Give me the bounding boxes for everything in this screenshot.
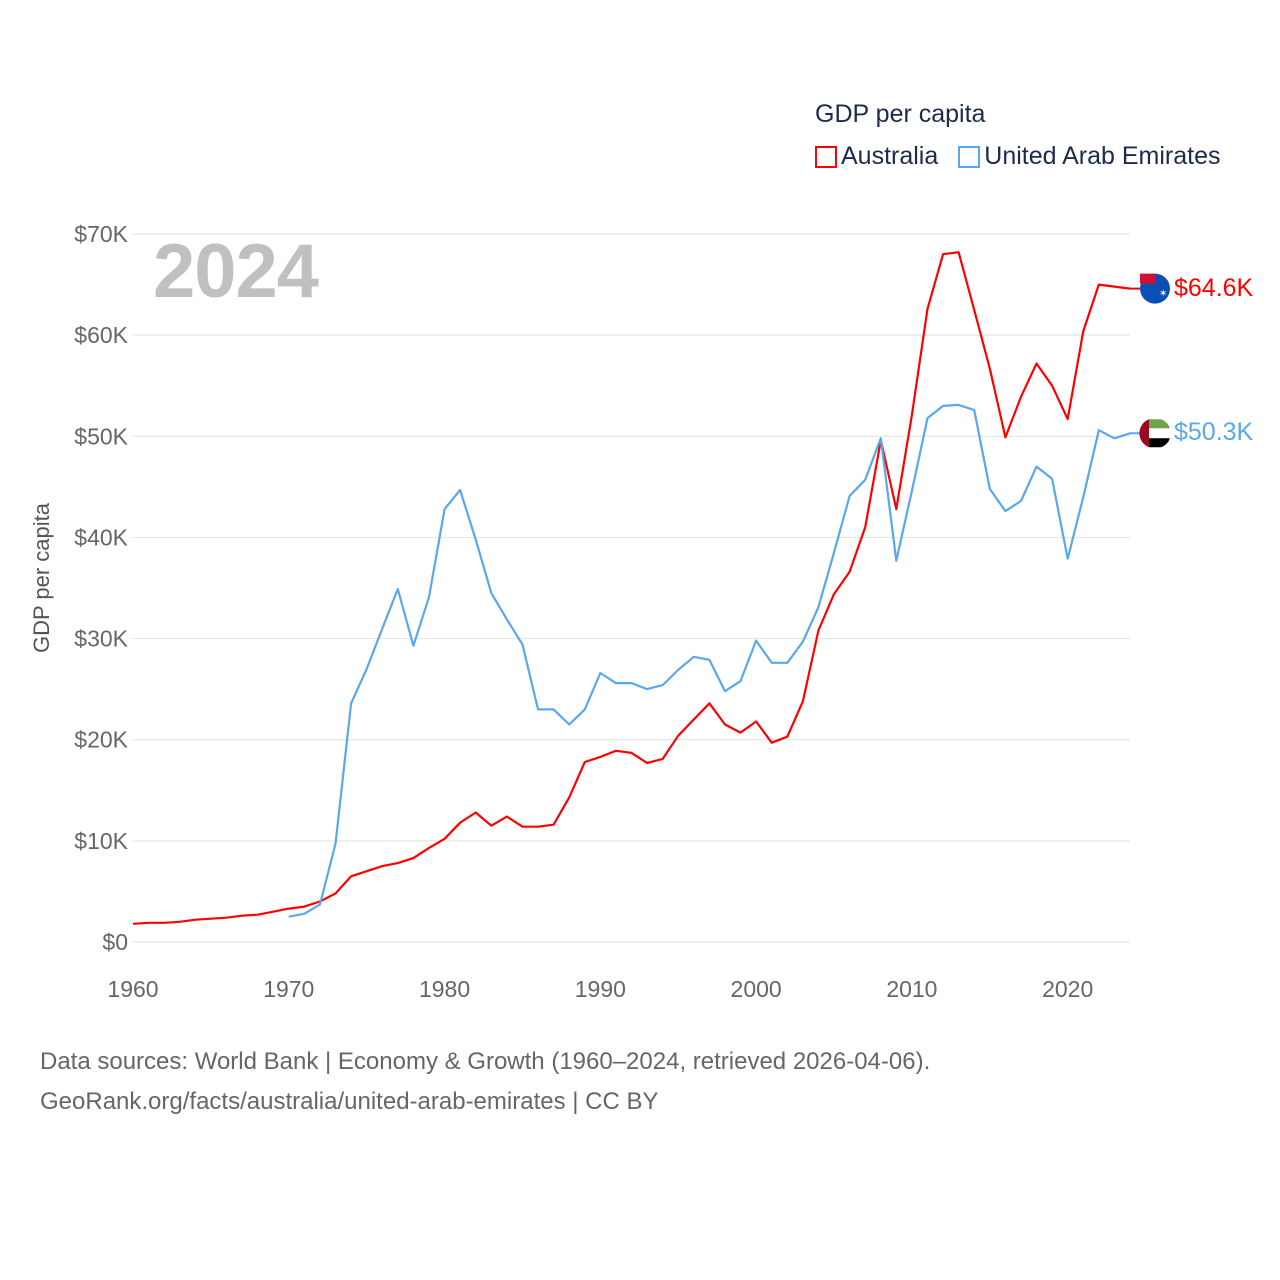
y-tick-label: $70K bbox=[74, 221, 128, 247]
year-label: 2024 bbox=[153, 229, 319, 314]
flag-stars: ✶ bbox=[1159, 289, 1167, 300]
footer-sources: Data sources: World Bank | Economy & Gro… bbox=[40, 1048, 931, 1075]
legend-item-uae[interactable]: United Arab Emirates bbox=[958, 142, 1220, 171]
y-tick-label: $0 bbox=[102, 929, 128, 955]
end-label-australia: $64.6K bbox=[1174, 273, 1254, 302]
x-tick-label: 1980 bbox=[419, 976, 470, 1002]
x-tick-label: 2010 bbox=[886, 976, 937, 1002]
y-tick-label: $40K bbox=[74, 524, 128, 550]
legend-label-uae: United Arab Emirates bbox=[984, 142, 1221, 170]
end-label-uae: $50.3K bbox=[1174, 418, 1254, 447]
y-tick-label: $10K bbox=[74, 828, 128, 854]
x-tick-label: 1990 bbox=[575, 976, 626, 1002]
flag-red bbox=[1139, 419, 1149, 448]
y-tick-label: $30K bbox=[74, 626, 128, 652]
footer: Data sources: World Bank | Economy & Gro… bbox=[40, 1042, 930, 1122]
series-line-uae bbox=[288, 403, 1131, 918]
flag-union-jack bbox=[1140, 273, 1155, 284]
x-tick-label: 1960 bbox=[107, 976, 158, 1002]
legend-swatch-uae bbox=[958, 145, 981, 168]
y-tick-label: $50K bbox=[74, 423, 128, 449]
legend-label-australia: Australia bbox=[841, 142, 939, 170]
series-line-australia bbox=[132, 251, 1131, 925]
x-tick-label: 2000 bbox=[731, 976, 782, 1002]
y-tick-label: $60K bbox=[74, 322, 128, 348]
y-tick-label: $20K bbox=[74, 727, 128, 753]
flag-green bbox=[1149, 419, 1170, 429]
footer-link[interactable]: GeoRank.org/facts/australia/united-arab-… bbox=[40, 1088, 659, 1115]
flag-black bbox=[1149, 438, 1170, 448]
x-tick-label: 2020 bbox=[1042, 976, 1093, 1002]
legend-swatch-australia bbox=[815, 145, 837, 168]
legend: Australia United Arab Emirates bbox=[815, 142, 1220, 171]
legend-title: GDP per capita bbox=[815, 100, 986, 128]
x-tick-label: 1970 bbox=[263, 976, 314, 1002]
legend-item-australia[interactable]: Australia bbox=[815, 142, 938, 171]
